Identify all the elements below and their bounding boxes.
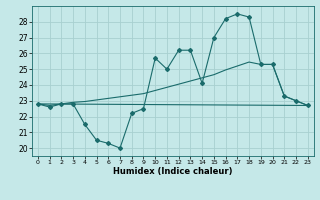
X-axis label: Humidex (Indice chaleur): Humidex (Indice chaleur): [113, 167, 233, 176]
